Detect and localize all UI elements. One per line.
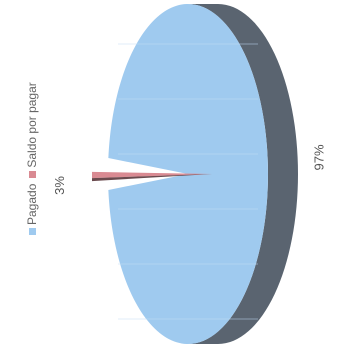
pie-slice-saldo bbox=[92, 171, 212, 179]
legend-label-pagado: Pagado bbox=[25, 183, 39, 225]
legend-label-saldo: Saldo por pagar bbox=[25, 82, 39, 168]
legend-swatch-saldo bbox=[28, 170, 36, 178]
data-label-pagado: 97% bbox=[311, 144, 327, 171]
pie-slices bbox=[92, 4, 298, 344]
legend-swatch-pagado bbox=[28, 228, 36, 235]
chart-legend: Pagado Saldo por pagar bbox=[22, 82, 42, 235]
legend-item-saldo: Saldo por pagar bbox=[25, 82, 39, 178]
data-label-saldo: 3% bbox=[51, 176, 67, 195]
pie-side-pagado bbox=[188, 4, 298, 344]
pie-side-saldo bbox=[92, 174, 212, 182]
legend-item-pagado: Pagado bbox=[25, 184, 39, 235]
